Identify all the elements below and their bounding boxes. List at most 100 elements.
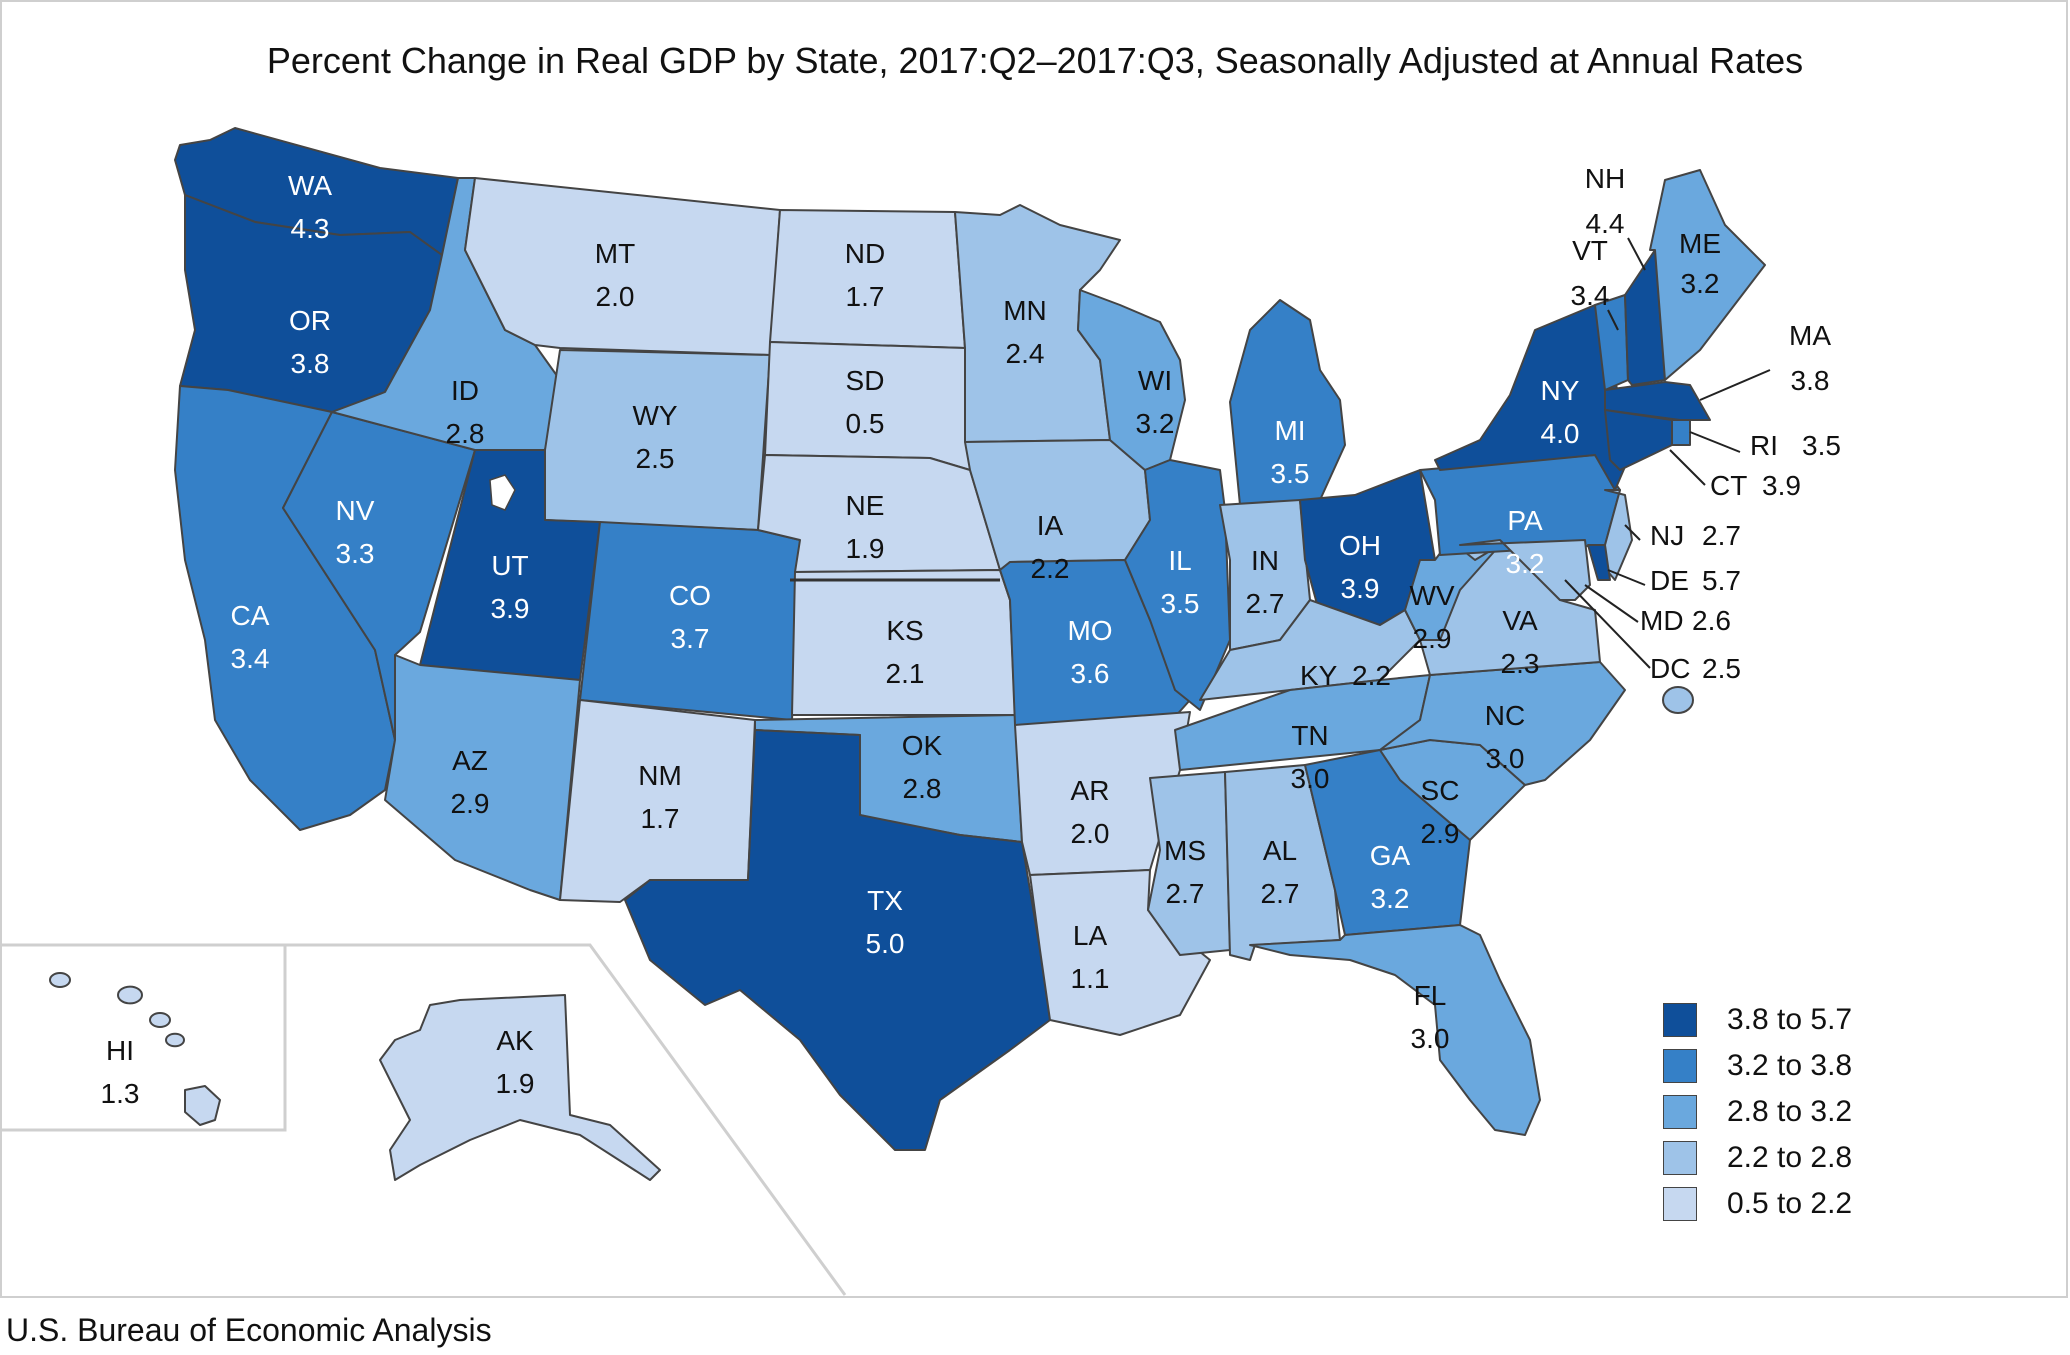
map-frame [0, 0, 2068, 1298]
state-label-ny: NY [1541, 375, 1580, 406]
state-label-hi: HI [106, 1035, 134, 1066]
state-label-al: AL [1263, 835, 1297, 866]
state-label-nv: NV [336, 495, 375, 526]
state-label-ri: RI [1750, 430, 1778, 461]
state-label-co: CO [669, 580, 711, 611]
leader-line-dc [1564, 579, 1651, 669]
hawaii-island [117, 985, 143, 1005]
state-label-nh: NH [1585, 163, 1625, 194]
state-label-il: IL [1168, 545, 1191, 576]
state-ct [1604, 409, 1673, 471]
legend-label: 3.2 to 3.8 [1727, 1049, 1853, 1082]
state-label-wi: WI [1138, 365, 1172, 396]
state-value-al: 2.7 [1261, 878, 1300, 909]
state-value-me: 3.2 [1681, 268, 1720, 299]
state-value-fl: 3.0 [1411, 1023, 1450, 1054]
legend-swatch [1663, 1141, 1697, 1175]
state-label-sc: SC [1421, 775, 1460, 806]
legend-swatch [1663, 1003, 1697, 1037]
state-label-wv: WV [1409, 580, 1454, 611]
state-value-ga: 3.2 [1371, 883, 1410, 914]
state-value-va: 2.3 [1501, 648, 1540, 679]
state-label-ks: KS [886, 615, 923, 646]
state-label-mo: MO [1067, 615, 1112, 646]
state-la [1029, 869, 1211, 1036]
great-salt-lake [489, 474, 516, 511]
legend-label: 2.8 to 3.2 [1727, 1095, 1853, 1128]
state-label-ky: KY [1300, 660, 1338, 691]
state-value-tn: 3.0 [1291, 763, 1330, 794]
state-az [384, 654, 581, 901]
state-label-nm: NM [638, 760, 682, 791]
state-label-la: LA [1073, 920, 1108, 951]
state-label-wy: WY [632, 400, 677, 431]
state-label-dc: DC [1650, 653, 1690, 684]
hawaii-island [49, 972, 71, 988]
state-label-tn: TN [1291, 720, 1328, 751]
state-value-dc: 2.5 [1702, 653, 1741, 684]
state-value-sc: 2.9 [1421, 818, 1460, 849]
legend-label: 2.2 to 2.8 [1727, 1141, 1853, 1174]
state-value-ct: 3.9 [1762, 470, 1801, 501]
state-label-md: MD [1640, 605, 1684, 636]
state-value-de: 5.7 [1702, 565, 1741, 596]
state-value-vt: 3.4 [1571, 280, 1610, 311]
state-label-de: DE [1650, 565, 1689, 596]
state-value-wa: 4.3 [291, 213, 330, 244]
state-label-ma: MA [1789, 320, 1831, 351]
state-label-wa: WA [288, 170, 332, 201]
state-sd [764, 341, 971, 471]
state-ak [379, 994, 661, 1181]
leader-line-vt [1607, 309, 1619, 331]
leader-line-ri [1689, 431, 1741, 453]
state-label-in: IN [1251, 545, 1279, 576]
state-label-pa: PA [1507, 505, 1543, 536]
state-value-or: 3.8 [291, 348, 330, 379]
state-il [1124, 459, 1231, 711]
state-label-ia: IA [1037, 510, 1064, 541]
state-value-ia: 2.2 [1031, 553, 1070, 584]
legend-swatch [1663, 1187, 1697, 1221]
state-value-sd: 0.5 [846, 408, 885, 439]
state-value-nc: 3.0 [1486, 743, 1525, 774]
state-value-mo: 3.6 [1071, 658, 1110, 689]
state-value-nv: 3.3 [336, 538, 375, 569]
state-label-sd: SD [846, 365, 885, 396]
state-me [1649, 169, 1766, 381]
state-nh [1624, 249, 1666, 386]
state-label-vt: VT [1572, 235, 1608, 266]
state-value-oh: 3.9 [1341, 573, 1380, 604]
state-value-ms: 2.7 [1166, 878, 1205, 909]
state-label-or: OR [289, 305, 331, 336]
state-value-az: 2.9 [451, 788, 490, 819]
state-value-pa: 3.2 [1506, 548, 1545, 579]
state-value-id: 2.8 [446, 418, 485, 449]
state-value-co: 3.7 [671, 623, 710, 654]
state-value-ut: 3.9 [491, 593, 530, 624]
state-value-in: 2.7 [1246, 588, 1285, 619]
state-label-tx: TX [867, 885, 903, 916]
hawaii-island [165, 1032, 185, 1048]
state-value-ak: 1.9 [496, 1068, 535, 1099]
state-value-ny: 4.0 [1541, 418, 1580, 449]
state-label-id: ID [451, 375, 479, 406]
state-fl [1249, 924, 1541, 1136]
leader-line-md [1584, 584, 1639, 623]
state-de [1587, 544, 1611, 581]
state-value-nj: 2.7 [1702, 520, 1741, 551]
state-value-ca: 3.4 [231, 643, 270, 674]
state-label-fl: FL [1414, 980, 1447, 1011]
state-tx [624, 729, 1051, 1151]
state-label-mt: MT [595, 238, 635, 269]
state-value-wv: 2.9 [1413, 623, 1452, 654]
map-title: Percent Change in Real GDP by State, 201… [266, 40, 1804, 81]
state-label-nc: NC [1485, 700, 1525, 731]
state-value-ma: 3.8 [1791, 365, 1830, 396]
leader-line-nh [1627, 237, 1646, 271]
state-value-hi: 1.3 [101, 1078, 140, 1109]
legend-swatch [1663, 1095, 1697, 1129]
state-label-nj: NJ [1650, 520, 1684, 551]
state-nm [559, 699, 756, 903]
state-value-nd: 1.7 [846, 281, 885, 312]
state-value-wy: 2.5 [636, 443, 675, 474]
